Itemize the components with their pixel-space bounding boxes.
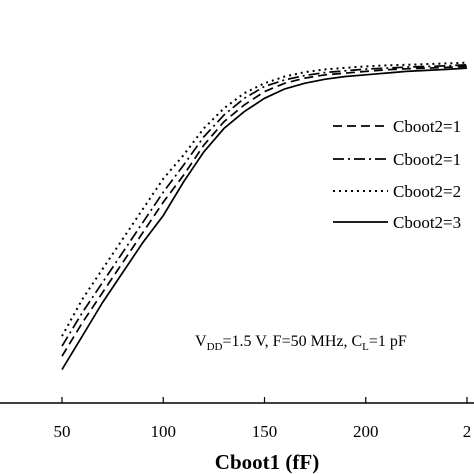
x-ticks: 50 100 150 200 2 [54, 397, 472, 441]
annotation-v-sub: DD [207, 341, 223, 353]
x-tick-label: 200 [353, 422, 379, 441]
series-lines [61, 61, 468, 371]
series-line-2 [61, 63, 468, 347]
series-line-3 [61, 61, 468, 337]
x-tick-label: 100 [151, 422, 177, 441]
annotation-text-b: =1 pF [369, 333, 407, 350]
legend-label-3: Cboot2=2 [393, 182, 461, 201]
x-tick-label: 2 [463, 422, 472, 441]
x-tick-label: 150 [252, 422, 278, 441]
series-line-4 [61, 67, 468, 371]
annotation-text-a: =1.5 V, F=50 MHz, C [222, 333, 362, 350]
x-axis-title: Cboot1 (fF) [215, 450, 319, 474]
legend-label-2: Cboot2=1 [393, 150, 461, 169]
legend-label-4: Cboot2=3 [393, 213, 461, 232]
x-tick-label: 50 [54, 422, 71, 441]
annotation-v: V [195, 333, 207, 350]
legend: Cboot2=1 Cboot2=1 Cboot2=2 Cboot2=3 [333, 117, 461, 232]
series-line-1 [61, 65, 468, 357]
legend-label-1: Cboot2=1 [393, 117, 461, 136]
conditions-annotation: VDD=1.5 V, F=50 MHz, CL=1 pF [195, 333, 407, 353]
annotation-c-sub: L [362, 341, 369, 353]
